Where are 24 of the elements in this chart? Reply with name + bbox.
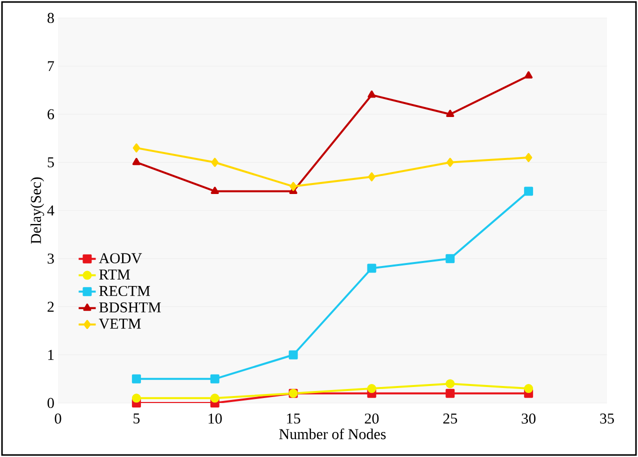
legend-label: BDSHTM	[99, 302, 161, 312]
x-tick-label: 10	[208, 414, 222, 424]
x-tick-label: 25	[443, 414, 458, 424]
legend-label: RECTM	[99, 286, 150, 296]
legend-label: AODV	[98, 253, 142, 264]
legend-label: RTM	[99, 270, 130, 280]
y-tick-label: 3	[48, 254, 54, 264]
y-tick-label: 1	[48, 350, 54, 360]
y-tick-label: 8	[48, 12, 54, 24]
legend-label: VETM	[98, 318, 141, 329]
y-tick-label: 6	[48, 109, 54, 120]
y-tick-label: 7	[48, 61, 54, 72]
y-tick-label: 4	[47, 206, 54, 216]
x-tick-label: 15	[287, 414, 300, 424]
y-axis-title: Delay(Sec)	[30, 177, 44, 244]
x-tick-label: 20	[364, 414, 379, 424]
x-tick-label: 0	[54, 414, 62, 424]
x-tick-label: 35	[600, 414, 614, 424]
x-tick-label: 30	[522, 414, 536, 424]
y-tick-label: 2	[48, 302, 54, 312]
y-tick-label: 0	[48, 398, 54, 408]
x-tick-label: 5	[134, 414, 140, 424]
x-axis-title: Number of Nodes	[279, 428, 386, 440]
y-tick-label: 5	[48, 157, 54, 168]
